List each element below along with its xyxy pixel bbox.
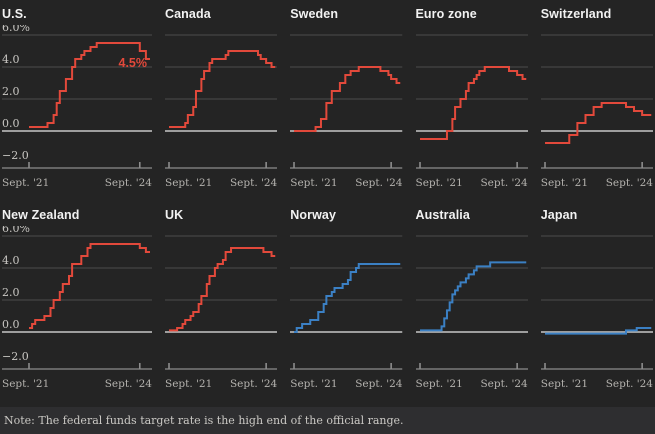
step-line-chart: 6.0% 4.0 2.0 0.0 −2.0 xyxy=(2,226,152,370)
footnote-text: Note: The federal funds target rate is t… xyxy=(4,414,404,427)
step-line-chart xyxy=(540,34,653,169)
rate-step-line xyxy=(419,66,526,140)
y-tick-label: 0.0 xyxy=(2,318,20,331)
x-tick-label-end: Sept. '24 xyxy=(229,177,278,189)
panel-title: Euro zone xyxy=(415,7,477,21)
rate-panel: Sweden Sept. '21 Sept. '24 xyxy=(290,6,403,191)
x-tick-label-start: Sept. '21 xyxy=(540,378,589,390)
y-tick-label: 4.0 xyxy=(2,254,20,267)
y-tick-label: 2.0 xyxy=(2,286,20,299)
x-tick-label-start: Sept. '21 xyxy=(290,378,338,390)
x-tick-label-end: Sept. '24 xyxy=(480,177,528,189)
step-line-chart xyxy=(290,235,403,370)
panel-title: UK xyxy=(165,208,184,222)
x-tick-label-start: Sept. '21 xyxy=(415,177,463,189)
rate-step-line xyxy=(544,102,651,144)
y-tick-label: 6.0% xyxy=(2,25,30,34)
x-tick-label-start: Sept. '21 xyxy=(165,378,213,390)
step-line-chart xyxy=(540,235,653,370)
y-tick-label: 4.0 xyxy=(2,53,20,66)
step-line-chart xyxy=(415,235,528,370)
x-axis-labels: Sept. '21 Sept. '24 xyxy=(165,176,277,191)
end-value-annotation: 4.5% xyxy=(118,56,148,70)
x-tick-label-end: Sept. '24 xyxy=(104,378,152,390)
panel-title: Sweden xyxy=(290,7,339,21)
x-tick-label-end: Sept. '24 xyxy=(355,177,403,189)
rate-panel: U.S. 6.0% 4.0 2.0 0.0 −2.0 Sept. '21 Sept. '… xyxy=(2,6,152,191)
y-tick-label: −2.0 xyxy=(2,149,29,162)
x-tick-label-end: Sept. '24 xyxy=(605,177,653,189)
panel-title: Australia xyxy=(415,208,470,222)
x-axis-labels: Sept. '21 Sept. '24 xyxy=(416,176,528,191)
x-axis-labels: Sept. '21 Sept. '24 xyxy=(165,377,277,392)
rate-panel: UK Sept. '21 Sept. '24 xyxy=(165,207,278,392)
panel-title: Switzerland xyxy=(540,7,612,21)
rate-panel: Australia Sept. '21 Sept. '24 xyxy=(415,207,528,392)
x-tick-label-end: Sept. '24 xyxy=(229,378,278,390)
x-tick-label-end: Sept. '24 xyxy=(104,177,152,189)
x-tick-label-end: Sept. '24 xyxy=(480,378,528,390)
x-axis-labels: Sept. '21 Sept. '24 xyxy=(541,377,653,392)
step-line-chart xyxy=(415,34,528,169)
rate-panel: Canada Sept. '21 Sept. '24 xyxy=(165,6,278,191)
rate-panel: Switzerland Sept. '21 Sept. '24 xyxy=(540,6,653,191)
rate-step-line xyxy=(544,327,651,335)
rate-step-line xyxy=(294,66,401,132)
x-tick-label-start: Sept. '21 xyxy=(2,378,50,390)
x-axis-labels: Sept. '21 Sept. '24 xyxy=(2,176,152,191)
footnote-bar: Note: The federal funds target rate is t… xyxy=(0,407,655,434)
panel-title: Japan xyxy=(540,208,578,222)
step-line-chart: 6.0% 4.0 2.0 0.0 −2.0 xyxy=(2,25,152,169)
rate-panel: Euro zone Sept. '21 Sept. '24 xyxy=(415,6,528,191)
panel-title: New Zealand xyxy=(2,208,80,222)
x-axis-labels: Sept. '21 Sept. '24 xyxy=(290,377,402,392)
panel-title: U.S. xyxy=(2,7,27,21)
x-tick-label-start: Sept. '21 xyxy=(290,177,338,189)
rate-panel: Norway Sept. '21 Sept. '24 xyxy=(290,207,403,392)
y-tick-label: 6.0% xyxy=(2,226,30,235)
x-tick-label-start: Sept. '21 xyxy=(415,378,463,390)
rate-panel: Japan Sept. '21 Sept. '24 xyxy=(540,207,653,392)
x-tick-label-start: Sept. '21 xyxy=(540,177,589,189)
rate-step-line xyxy=(419,261,526,332)
step-line-chart xyxy=(165,34,278,169)
y-tick-label: 2.0 xyxy=(2,85,20,98)
rate-step-line xyxy=(29,243,150,329)
rate-step-line xyxy=(169,247,276,332)
rate-step-line xyxy=(169,50,276,128)
x-axis-labels: Sept. '21 Sept. '24 xyxy=(541,176,653,191)
x-axis-labels: Sept. '21 Sept. '24 xyxy=(2,377,152,392)
x-tick-label-start: Sept. '21 xyxy=(165,177,213,189)
x-tick-label-start: Sept. '21 xyxy=(2,177,50,189)
panel-title: Norway xyxy=(290,208,337,222)
rate-step-line xyxy=(29,42,150,128)
rate-step-line xyxy=(294,263,401,333)
x-tick-label-end: Sept. '24 xyxy=(605,378,653,390)
x-axis-labels: Sept. '21 Sept. '24 xyxy=(416,377,528,392)
step-line-chart xyxy=(165,235,278,370)
rate-panel: New Zealand 6.0% 4.0 2.0 0.0 −2.0 Sept. '21 … xyxy=(2,207,152,392)
step-line-chart xyxy=(290,34,403,169)
panel-title: Canada xyxy=(165,7,211,21)
x-axis-labels: Sept. '21 Sept. '24 xyxy=(290,176,402,191)
y-tick-label: −2.0 xyxy=(2,350,29,363)
panels-grid: U.S. 6.0% 4.0 2.0 0.0 −2.0 Sept. '21 Sept. '… xyxy=(2,6,653,392)
y-tick-label: 0.0 xyxy=(2,117,20,130)
x-tick-label-end: Sept. '24 xyxy=(355,378,403,390)
